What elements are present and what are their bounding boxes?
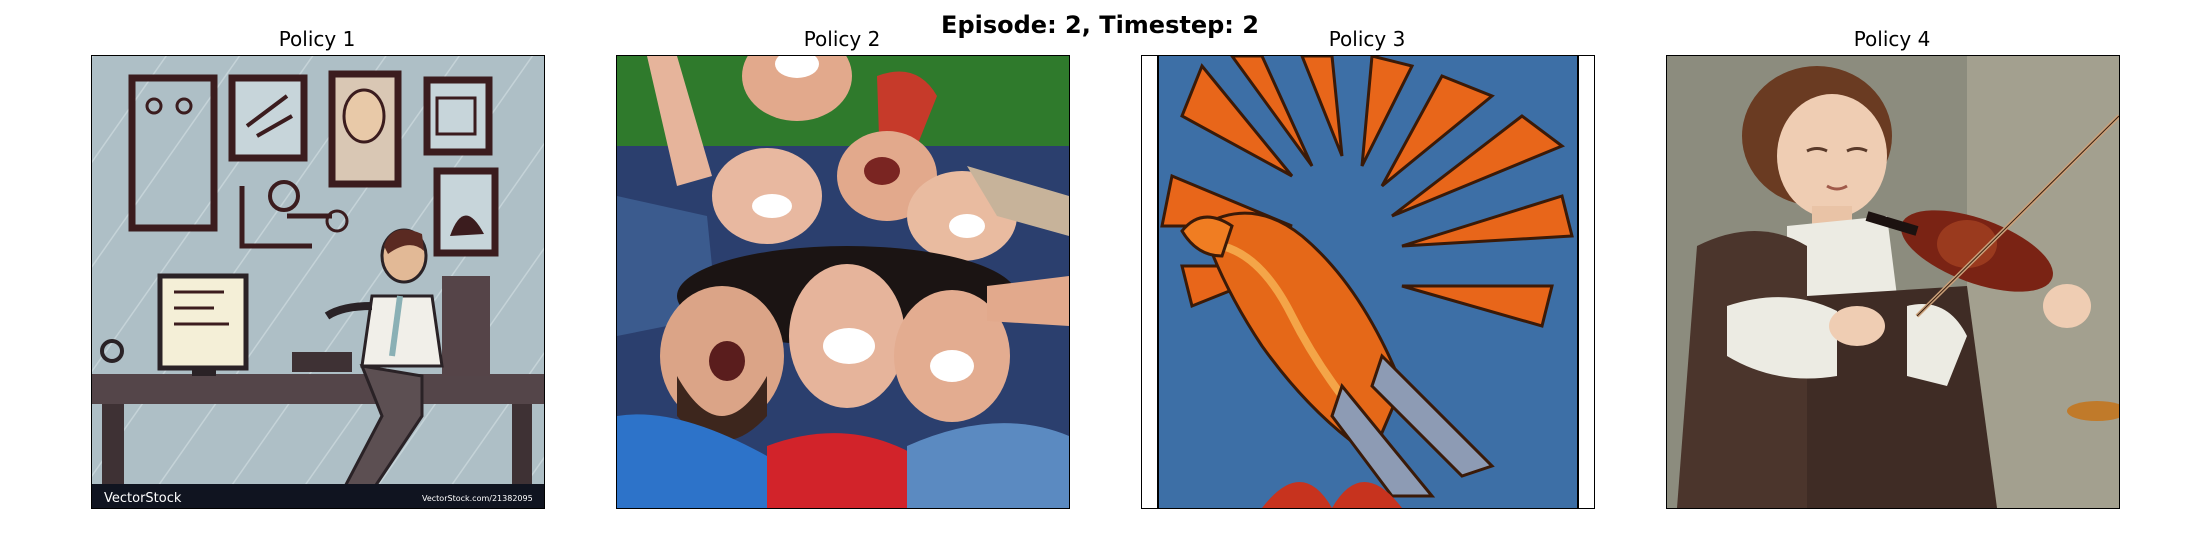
panel-4-title: Policy 4 (1853, 27, 1931, 51)
panel-3-title: Policy 3 (1328, 27, 1406, 51)
panel-1-title: Policy 1 (278, 27, 356, 51)
panel-2-image (616, 55, 1070, 509)
figure-title: Episode: 2, Timestep: 2 (941, 11, 1259, 39)
panel-3-image (1141, 55, 1595, 509)
watermark-left: VectorStock (104, 491, 182, 506)
panel-2-title: Policy 2 (803, 27, 881, 51)
panel-1-image: VectorStock VectorStock.com/21382095 (91, 55, 545, 509)
panel-4-image (1666, 55, 2120, 509)
watermark-right: VectorStock.com/21382095 (422, 494, 533, 503)
